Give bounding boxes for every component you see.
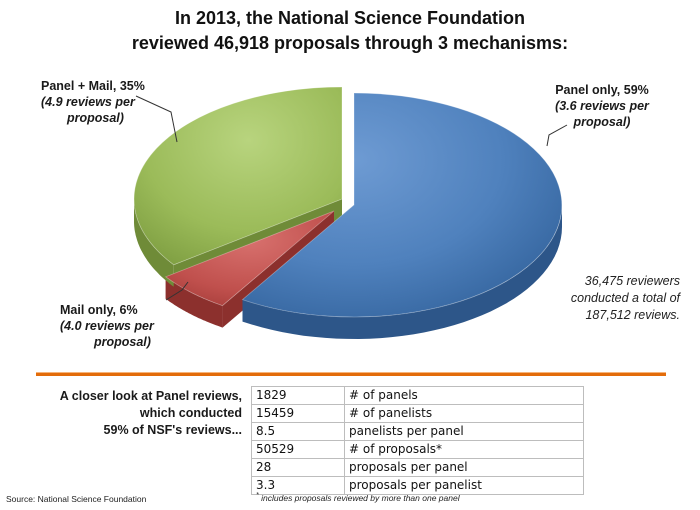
pie-slice-mail-only (164, 210, 335, 307)
stat-label: # of panels (344, 386, 584, 405)
stat-value: 1829 (251, 386, 345, 405)
reviewers-annotation-line-3: 187,512 reviews. (585, 308, 680, 322)
pie-wall-panel-only (242, 205, 562, 339)
table-row: 15459 # of panelists (251, 404, 584, 423)
stat-label: # of panelists (344, 404, 584, 423)
slice-label-mail-only-note-2: proposal) (94, 335, 151, 349)
pie-tops (133, 86, 563, 318)
leader-line-panel-mail (135, 95, 178, 143)
panel-section-heading-line-2: which conducted (139, 406, 242, 420)
table-row: 8.5 panelists per panel (251, 422, 584, 441)
stat-label: # of proposals* (344, 440, 584, 459)
section-divider (36, 372, 666, 376)
leader-line-mail-only (165, 281, 189, 301)
slice-label-panel-mail-note-2: proposal) (67, 111, 124, 125)
reviewers-annotation-line-1: 36,475 reviewers (584, 274, 680, 288)
panel-section-heading-line-3: 59% of NSF's reviews... (103, 423, 242, 437)
source-credit: Source: National Science Foundation (6, 494, 147, 504)
stat-label: panelists per panel (344, 422, 584, 441)
slice-label-mail-only-note-1: (4.0 reviews per (60, 319, 154, 333)
footnote-mark: * (256, 491, 259, 499)
stat-value: 15459 (251, 404, 345, 423)
chart-title: In 2013, the National Science Foundation… (0, 6, 700, 56)
table-row: 50529 # of proposals* (251, 440, 584, 459)
pie-slice-panel-only (241, 92, 563, 318)
slice-label-panel-only-title: Panel only, 59% (555, 83, 649, 97)
pie-wall-panel-mail (134, 199, 174, 287)
slice-label-panel-only-note-2: proposal) (573, 115, 631, 129)
leader-line-panel-only (546, 124, 568, 147)
panel-section-heading-line-1: A closer look at Panel reviews, (59, 389, 242, 403)
chart-title-line-2: reviewed 46,918 proposals through 3 mech… (131, 33, 569, 53)
slice-label-panel-mail: Panel + Mail, 35% (4.9 reviews per propo… (41, 78, 174, 126)
stat-label: proposals per panelist (344, 476, 584, 495)
reviewers-annotation-line-2: conducted a total of (570, 291, 680, 305)
slice-label-mail-only: Mail only, 6% (4.0 reviews per proposal) (60, 302, 180, 350)
slice-label-mail-only-title: Mail only, 6% (60, 303, 138, 317)
table-row: 1829 # of panels (251, 386, 584, 405)
stat-value: 3.3 (251, 476, 345, 495)
footnote-text: includes proposals reviewed by more than… (258, 492, 460, 503)
slice-label-panel-only: Panel only, 59% (3.6 reviews per proposa… (532, 82, 672, 130)
table-footnote: * includes proposals reviewed by more th… (256, 491, 460, 503)
reviewers-annotation: 36,475 reviewers conducted a total of 18… (520, 273, 680, 324)
pie-slice-panel-mail (133, 86, 343, 266)
stat-value: 28 (251, 458, 345, 477)
stat-value: 50529 (251, 440, 345, 459)
pie-leaders (135, 95, 568, 301)
panel-stats-table: 1829 # of panels 15459 # of panelists 8.5 pan… (251, 386, 584, 495)
slice-label-panel-mail-note-1: (4.9 reviews per (41, 95, 135, 109)
slice-label-panel-mail-title: Panel + Mail, 35% (41, 79, 145, 93)
pie-chart (133, 86, 568, 339)
stat-value: 8.5 (251, 422, 345, 441)
table-row: 28 proposals per panel (251, 458, 584, 477)
chart-title-line-1: In 2013, the National Science Foundation (174, 8, 526, 28)
panel-section-heading: A closer look at Panel reviews, which co… (20, 388, 242, 439)
pie-wall-mail-only (165, 276, 223, 328)
slice-label-panel-only-note-1: (3.6 reviews per (555, 99, 649, 113)
stat-label: proposals per panel (344, 458, 584, 477)
table-row: 3.3 proposals per panelist (251, 476, 584, 495)
